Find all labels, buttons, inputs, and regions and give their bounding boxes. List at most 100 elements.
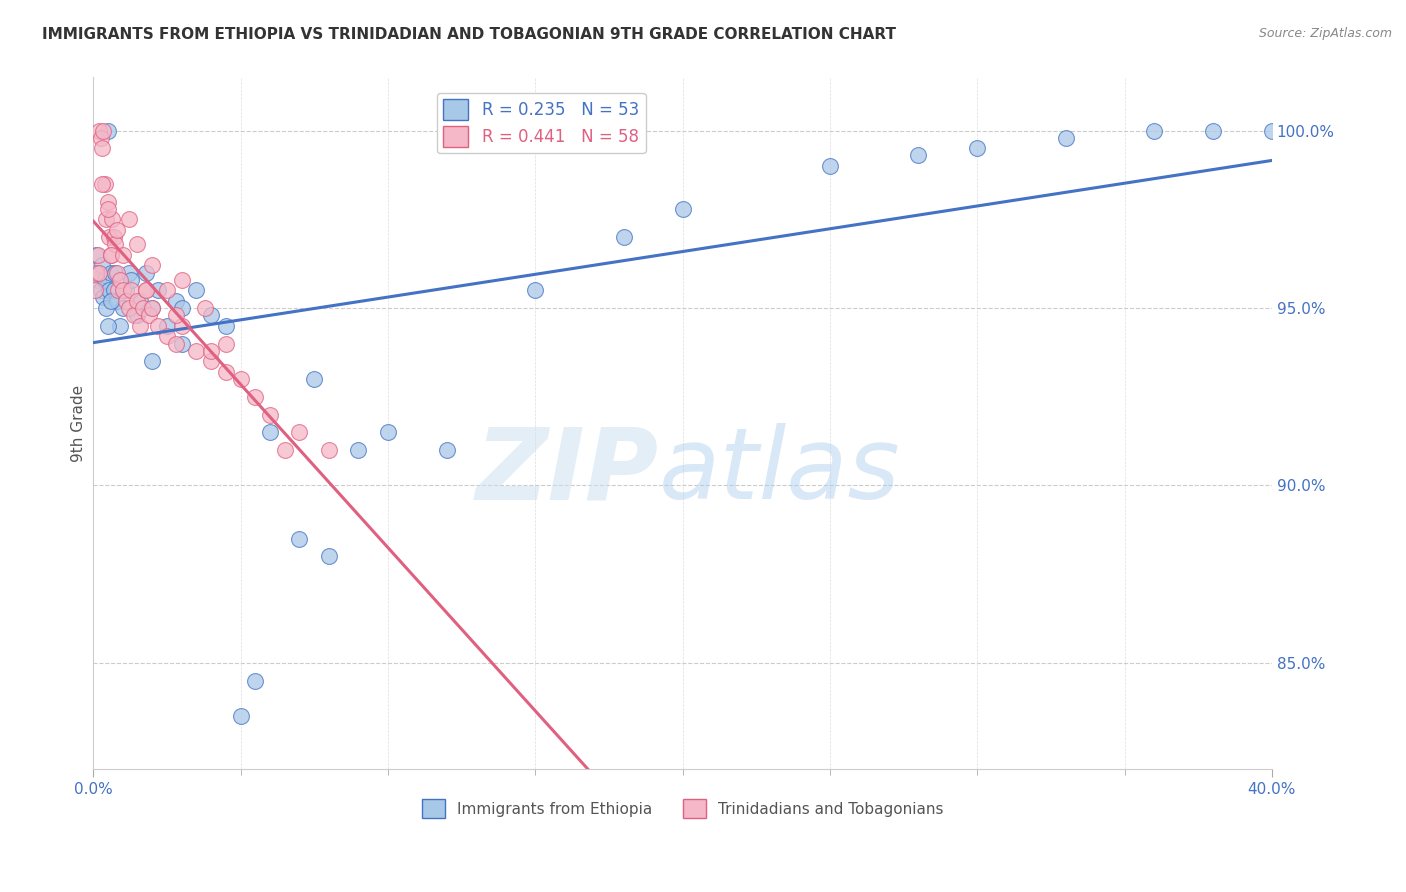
Point	[94, 177, 117, 191]
Point	[141, 259, 163, 273]
Point	[156, 329, 179, 343]
Point	[524, 283, 547, 297]
Point	[91, 177, 114, 191]
Point	[135, 266, 157, 280]
Point	[436, 442, 458, 457]
Point	[613, 230, 636, 244]
Point	[229, 372, 252, 386]
Point	[90, 283, 112, 297]
Point	[259, 408, 281, 422]
Point	[170, 273, 193, 287]
Point	[141, 301, 163, 315]
Point	[156, 283, 179, 297]
Point	[107, 283, 129, 297]
Point	[146, 318, 169, 333]
Point	[105, 266, 128, 280]
Point	[194, 301, 217, 315]
Text: atlas: atlas	[659, 424, 901, 520]
Point	[108, 318, 131, 333]
Point	[165, 308, 187, 322]
Point	[111, 248, 134, 262]
Point	[100, 266, 122, 280]
Point	[84, 266, 107, 280]
Point	[94, 273, 117, 287]
Point	[98, 283, 121, 297]
Point	[170, 318, 193, 333]
Text: Source: ZipAtlas.com: Source: ZipAtlas.com	[1258, 27, 1392, 40]
Point	[671, 202, 693, 216]
Point	[1261, 123, 1284, 137]
Point	[156, 318, 179, 333]
Point	[186, 283, 208, 297]
Point	[318, 442, 340, 457]
Point	[274, 442, 297, 457]
Point	[907, 148, 929, 162]
Point	[170, 336, 193, 351]
Point	[215, 336, 238, 351]
Point	[104, 266, 127, 280]
Y-axis label: 9th Grade: 9th Grade	[72, 384, 86, 462]
Point	[104, 237, 127, 252]
Point	[127, 308, 149, 322]
Point	[100, 248, 122, 262]
Point	[1202, 123, 1225, 137]
Point	[100, 293, 122, 308]
Point	[114, 293, 136, 308]
Point	[245, 673, 267, 688]
Point	[117, 212, 139, 227]
Point	[87, 123, 110, 137]
Point	[132, 301, 155, 315]
Text: IMMIGRANTS FROM ETHIOPIA VS TRINIDADIAN AND TOBAGONIAN 9TH GRADE CORRELATION CHA: IMMIGRANTS FROM ETHIOPIA VS TRINIDADIAN …	[42, 27, 896, 42]
Point	[105, 293, 128, 308]
Point	[124, 308, 146, 322]
Point	[97, 194, 120, 209]
Point	[135, 283, 157, 297]
Point	[141, 301, 163, 315]
Point	[91, 259, 114, 273]
Text: ZIP: ZIP	[477, 424, 659, 520]
Point	[121, 273, 143, 287]
Point	[1054, 130, 1077, 145]
Point	[200, 354, 222, 368]
Point	[288, 532, 311, 546]
Point	[96, 301, 118, 315]
Point	[84, 248, 107, 262]
Point	[288, 425, 311, 440]
Point	[87, 266, 110, 280]
Point	[117, 301, 139, 315]
Point	[111, 301, 134, 315]
Point	[186, 343, 208, 358]
Point	[127, 293, 149, 308]
Point	[86, 248, 108, 262]
Point	[103, 283, 125, 297]
Point	[97, 202, 120, 216]
Point	[90, 130, 112, 145]
Point	[101, 212, 124, 227]
Point	[1143, 123, 1166, 137]
Point	[100, 248, 122, 262]
Point	[229, 709, 252, 723]
Point	[135, 283, 157, 297]
Point	[818, 159, 841, 173]
Point	[129, 293, 152, 308]
Point	[170, 301, 193, 315]
Point	[91, 141, 114, 155]
Point	[121, 283, 143, 297]
Point	[93, 290, 115, 304]
Point	[83, 283, 105, 297]
Point	[146, 283, 169, 297]
Point	[117, 266, 139, 280]
Point	[97, 318, 120, 333]
Point	[129, 318, 152, 333]
Point	[165, 336, 187, 351]
Point	[259, 425, 281, 440]
Point	[165, 293, 187, 308]
Point	[318, 549, 340, 564]
Point	[93, 123, 115, 137]
Point	[111, 283, 134, 297]
Point	[98, 230, 121, 244]
Point	[138, 308, 160, 322]
Point	[103, 230, 125, 244]
Point	[96, 212, 118, 227]
Point	[86, 273, 108, 287]
